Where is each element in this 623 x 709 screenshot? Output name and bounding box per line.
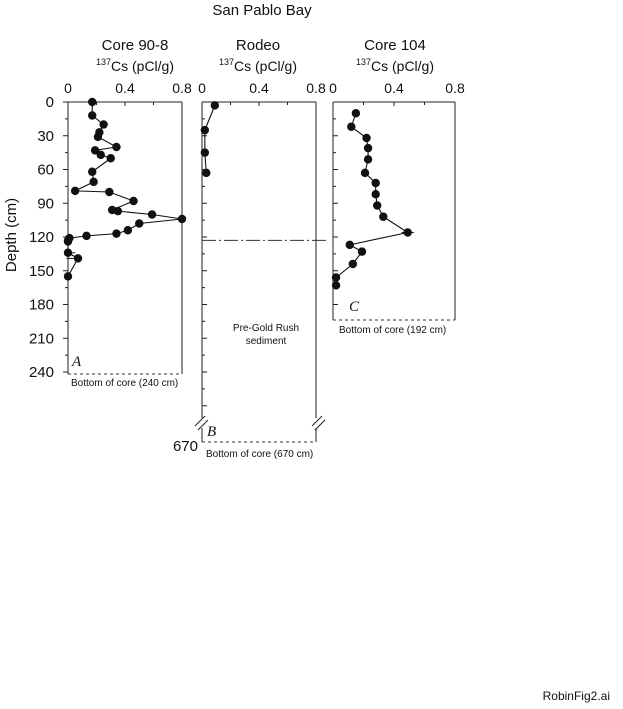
data-point (106, 154, 115, 163)
panel-a: Core 90-8 137Cs (pCl/g) 0 0.4 0.8 Bottom of c… (63, 37, 192, 389)
data-point (129, 196, 138, 206)
data-point (373, 201, 382, 210)
x-tick-label: 0.8 (445, 80, 465, 96)
data-point (371, 190, 380, 199)
data-point (113, 206, 123, 216)
data-point (360, 168, 370, 178)
data-point (112, 142, 121, 152)
x-axis-unit: Cs (pCl/g) (371, 58, 434, 74)
series-line (335, 113, 410, 286)
data-point (362, 133, 371, 143)
x-axis-label: 137Cs (pCl/g) (219, 57, 297, 74)
y-tick-label: 240 (29, 364, 54, 381)
data-point (363, 155, 373, 164)
data-point (348, 259, 358, 269)
x-axis-isotope: 137 (96, 57, 111, 67)
data-point (403, 228, 412, 237)
chart-title: San Pablo Bay (212, 2, 312, 19)
data-point (177, 214, 187, 224)
y-break-label: 670 (173, 438, 198, 455)
data-point (147, 210, 157, 219)
data-point (135, 219, 144, 228)
data-point (357, 247, 367, 256)
panel-c: Core 104 137Cs (pCl/g) 0 0.4 0.8 Bottom of co… (329, 37, 465, 336)
data-point (63, 248, 73, 257)
data-point (93, 132, 103, 142)
data-point (202, 168, 211, 178)
y-tick-label: 60 (37, 162, 54, 179)
data-point (88, 111, 97, 120)
bottom-of-core-note: Bottom of core (240 cm) (71, 378, 178, 389)
data-point (363, 143, 373, 153)
data-point (200, 148, 210, 157)
x-axis-unit: Cs (pCl/g) (111, 58, 174, 74)
data-point (210, 101, 220, 110)
axis-break-mark (311, 415, 323, 427)
axis-break-mark (314, 419, 326, 431)
data-point (371, 178, 380, 188)
y-tick-labels: 0 30 60 90 120 150 180 210 240 (29, 94, 54, 381)
data-point (88, 167, 97, 176)
x-axis-isotope: 137 (219, 57, 234, 67)
sediment-annotation: Pre-Gold Rush (233, 323, 299, 334)
y-tick-label: 0 (46, 94, 54, 111)
y-tick-label: 180 (29, 297, 54, 314)
data-point (345, 240, 354, 250)
data-point (73, 254, 83, 263)
x-tick-label: 0.4 (384, 80, 404, 96)
x-axis-unit: Cs (pCl/g) (234, 58, 297, 74)
data-point (99, 120, 108, 129)
sediment-annotation: sediment (246, 336, 287, 347)
data-point (123, 226, 133, 235)
data-point (105, 187, 114, 197)
x-tick-label: 0 (198, 80, 206, 96)
data-point (90, 146, 100, 155)
data-point (200, 125, 210, 135)
y-tick-label: 90 (37, 195, 54, 212)
axis-break-mark (194, 415, 206, 427)
x-axis-label: 137Cs (pCl/g) (96, 57, 174, 74)
panel-letter: B (207, 424, 216, 440)
data-point (70, 186, 80, 196)
x-axis-label: 137Cs (pCl/g) (356, 57, 434, 74)
y-tick-label: 30 (37, 128, 54, 145)
data-point (63, 272, 73, 281)
y-tick-label: 210 (29, 330, 54, 347)
x-tick-label: 0 (64, 80, 72, 96)
data-point (347, 122, 356, 131)
data-point (351, 109, 361, 118)
series-line (67, 102, 183, 277)
panel-title: Core 90-8 (102, 37, 169, 54)
data-point (63, 237, 73, 246)
axis-break-mark (197, 419, 209, 431)
data-point (82, 231, 91, 241)
data-point (331, 281, 341, 290)
y-tick-label: 120 (29, 229, 54, 246)
panel-title: Rodeo (236, 37, 280, 54)
x-tick-label: 0.4 (249, 80, 269, 96)
x-tick-label: 0 (329, 80, 337, 96)
panel-letter: C (349, 299, 360, 315)
data-point (379, 212, 388, 221)
bottom-of-core-note: Bottom of core (192 cm) (339, 325, 446, 336)
data-point (89, 177, 98, 187)
file-name-label: RobinFig2.ai (542, 689, 610, 703)
x-tick-label: 0.4 (115, 80, 135, 96)
bottom-of-core-note: Bottom of core (670 cm) (206, 449, 313, 460)
y-axis-label: Depth (cm) (3, 198, 20, 272)
data-point (331, 273, 341, 282)
x-axis-isotope: 137 (356, 57, 371, 67)
data-point (96, 150, 105, 160)
panel-letter: A (71, 354, 82, 370)
data-point (88, 97, 97, 107)
x-tick-label: 0.8 (306, 80, 326, 96)
series-line (204, 105, 216, 173)
x-tick-label: 0.8 (172, 80, 192, 96)
data-point (112, 229, 121, 238)
y-tick-label: 150 (29, 263, 54, 280)
panel-title: Core 104 (364, 37, 426, 54)
